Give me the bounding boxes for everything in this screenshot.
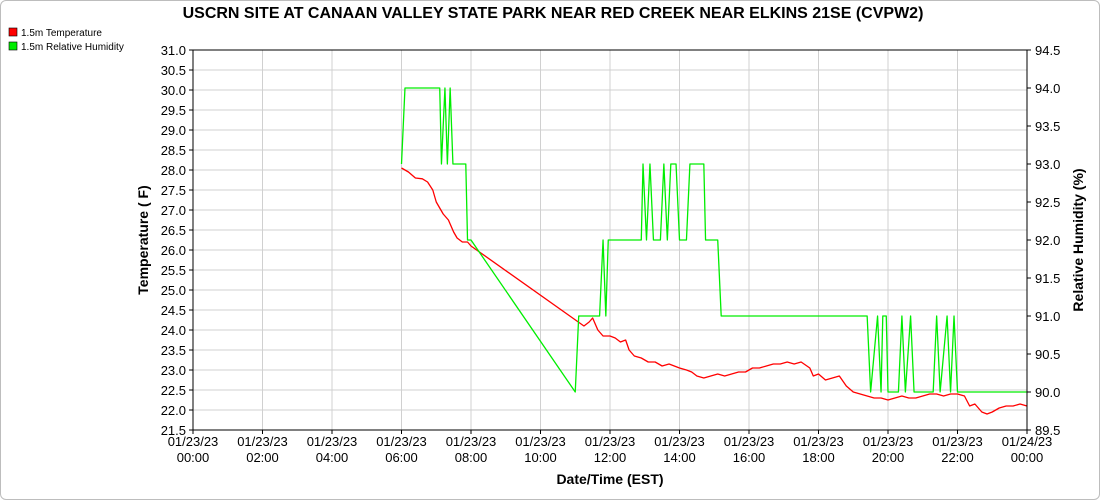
y-right-tick-label: 93.5	[1035, 119, 1060, 134]
x-tick-label-time: 20:00	[872, 450, 905, 465]
x-tick-label-time: 16:00	[733, 450, 766, 465]
x-tick-label-time: 18:00	[802, 450, 835, 465]
x-tick-label-time: 00:00	[1011, 450, 1044, 465]
x-axis-title: Date/Time (EST)	[556, 471, 663, 487]
y-left-tick-label: 30.0	[161, 83, 186, 98]
y-left-tick-label: 25.5	[161, 263, 186, 278]
legend-swatch-humidity	[8, 41, 18, 51]
y-right-tick-label: 93.0	[1035, 157, 1060, 172]
x-tick-label-date: 01/23/23	[863, 434, 914, 449]
y-right-tick-label: 94.0	[1035, 81, 1060, 96]
x-tick-label-date: 01/23/23	[307, 434, 358, 449]
series-layer	[400, 87, 1028, 415]
x-tick-label-date: 01/23/23	[515, 434, 566, 449]
y-axis-left-title: Temperature ( F)	[135, 185, 151, 294]
y-left-tick-label: 31.0	[161, 43, 186, 58]
y-left-tick-label: 23.0	[161, 363, 186, 378]
x-tick-label-date: 01/23/23	[446, 434, 497, 449]
legend-label-humidity: 1.5m Relative Humidity	[21, 42, 124, 53]
x-tick-label-time: 08:00	[455, 450, 488, 465]
y-left-tick-label: 24.5	[161, 303, 186, 318]
y-left-tick-label: 22.0	[161, 403, 186, 418]
series-line-humidity	[400, 87, 1027, 393]
x-tick-label-time: 22:00	[941, 450, 974, 465]
y-left-tick-label: 28.0	[161, 163, 186, 178]
y-right-tick-label: 91.5	[1035, 271, 1060, 286]
y-left-tick-label: 26.5	[161, 223, 186, 238]
y-right-tick-label: 90.0	[1035, 385, 1060, 400]
x-tick-label-date: 01/23/23	[654, 434, 705, 449]
y-left-tick-label: 29.5	[161, 103, 186, 118]
y-left-tick-label: 21.5	[161, 423, 186, 438]
x-tick-label-time: 12:00	[594, 450, 627, 465]
chart-title: USCRN SITE AT CANAAN VALLEY STATE PARK N…	[183, 5, 924, 22]
x-tick-label-date: 01/23/23	[724, 434, 775, 449]
legend-label-temperature: 1.5m Temperature	[21, 28, 102, 39]
y-right-tick-label: 94.5	[1035, 43, 1060, 58]
x-tick-label-time: 00:00	[177, 450, 210, 465]
x-tick-label-time: 14:00	[663, 450, 696, 465]
x-tick-label-date: 01/24/23	[1002, 434, 1053, 449]
series-line-temperature	[401, 167, 1028, 415]
y-left-tick-label: 29.0	[161, 123, 186, 138]
legend: 1.5m Temperature 1.5m Relative Humidity	[8, 27, 124, 53]
y-right-tick-label: 92.5	[1035, 195, 1060, 210]
y-axis-right-ticks: 89.5 90.0 90.5 91.0 91.5 92.0 92.5 93.0 93.5 94.0…	[1027, 43, 1060, 438]
y-left-tick-label: 23.5	[161, 343, 186, 358]
y-axis-left-ticks: 21.5 22.0 22.5 23.0 23.5 24.0 24.5 25.0 25.5 26.0…	[161, 43, 193, 438]
y-left-tick-label: 30.5	[161, 63, 186, 78]
y-right-tick-label: 92.0	[1035, 233, 1060, 248]
y-left-tick-label: 28.5	[161, 143, 186, 158]
x-tick-label-date: 01/23/23	[585, 434, 636, 449]
y-left-tick-label: 27.5	[161, 183, 186, 198]
y-right-tick-label: 91.0	[1035, 309, 1060, 324]
x-tick-label-time: 06:00	[385, 450, 418, 465]
y-left-tick-label: 22.5	[161, 383, 186, 398]
x-tick-label-time: 10:00	[524, 450, 557, 465]
y-axis-right-title: Relative Humidity (%)	[1070, 168, 1086, 311]
x-tick-label-time: 02:00	[246, 450, 279, 465]
y-left-tick-label: 26.0	[161, 243, 186, 258]
x-tick-label-date: 01/23/23	[932, 434, 983, 449]
y-left-tick-label: 24.0	[161, 323, 186, 338]
y-right-tick-label: 90.5	[1035, 347, 1060, 362]
x-tick-label-date: 01/23/23	[168, 434, 219, 449]
x-tick-label-date: 01/23/23	[793, 434, 844, 449]
legend-swatch-temperature	[8, 27, 18, 37]
y-right-tick-label: 89.5	[1035, 423, 1060, 438]
x-axis-ticks: 01/23/2300:0001/23/2302:0001/23/2304:000…	[168, 430, 1053, 465]
x-tick-label-time: 04:00	[316, 450, 349, 465]
y-left-tick-label: 27.0	[161, 203, 186, 218]
x-tick-label-date: 01/23/23	[376, 434, 427, 449]
x-tick-label-date: 01/23/23	[237, 434, 288, 449]
y-left-tick-label: 25.0	[161, 283, 186, 298]
